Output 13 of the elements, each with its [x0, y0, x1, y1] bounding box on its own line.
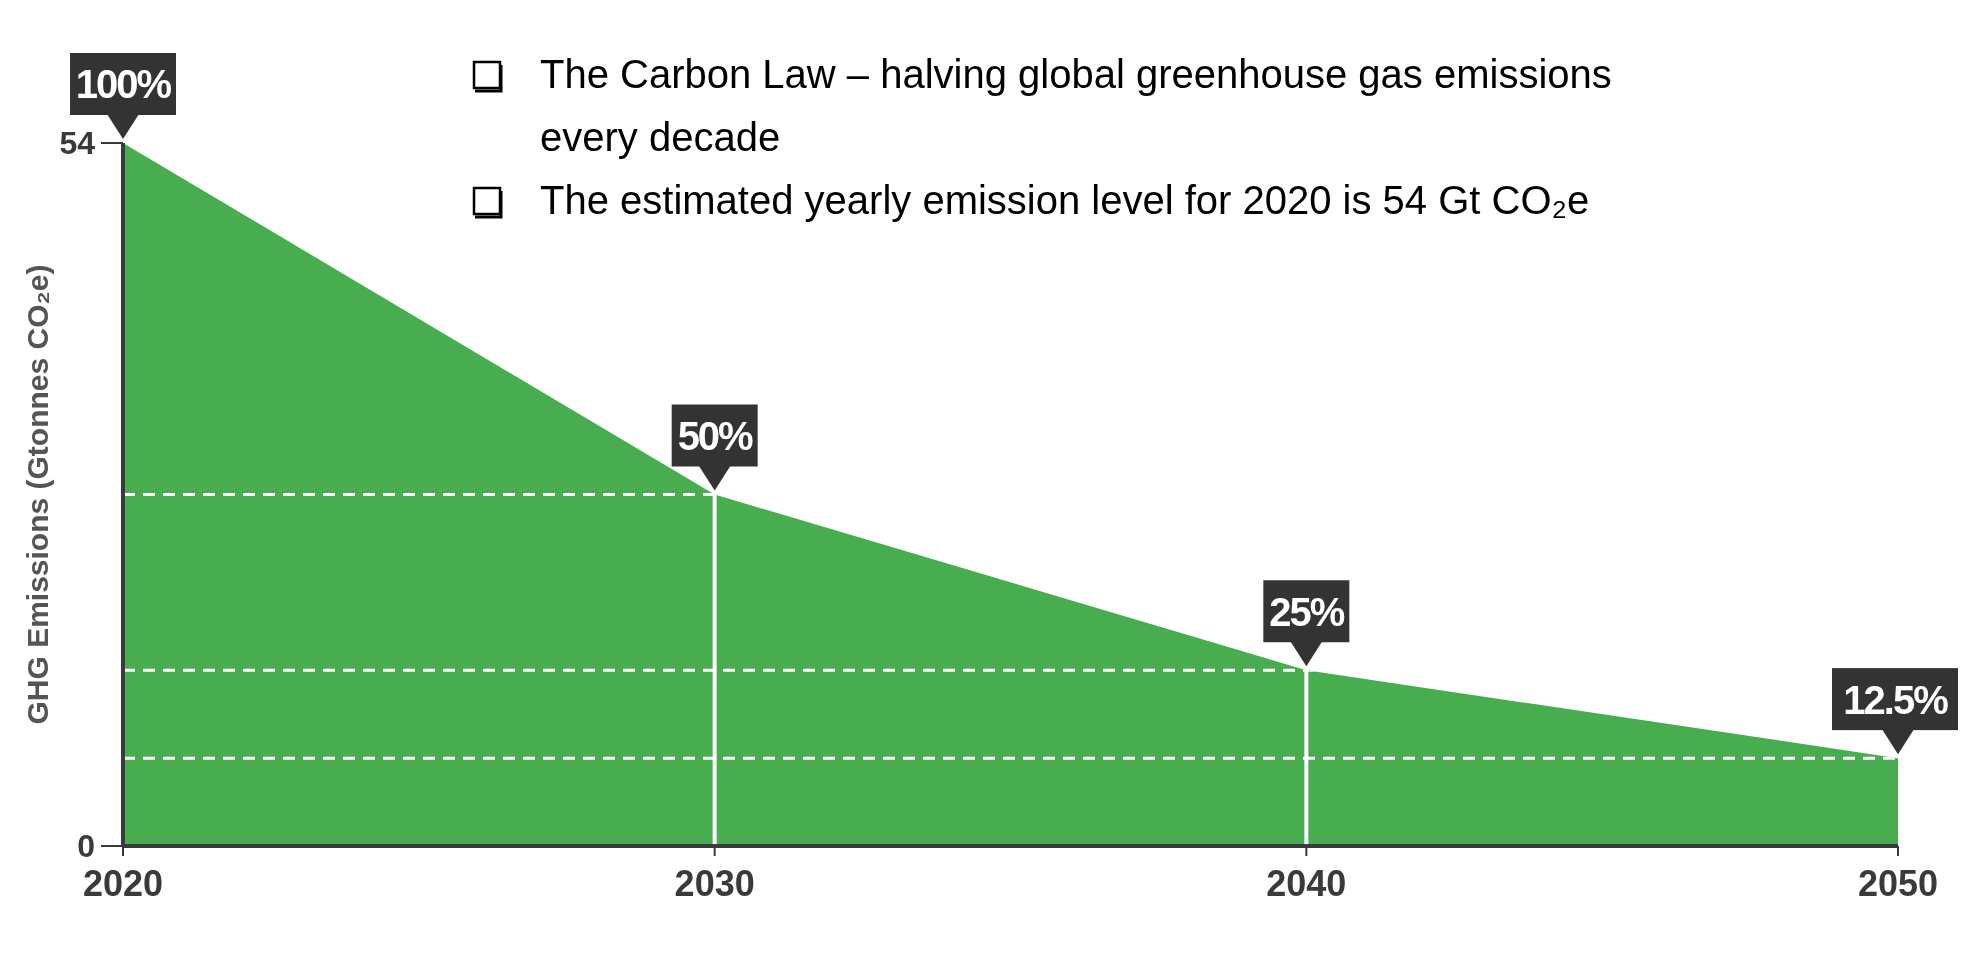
annotation: 100%	[75, 62, 172, 107]
y-axis-title: GHG Emissions (Gtonnes CO₂e)	[21, 264, 54, 725]
y-tick-label: 0	[77, 828, 95, 865]
annotation: The Carbon Law – halving global greenhouse gas emissions every decade	[540, 52, 1612, 159]
annotation: 12.5%	[1843, 677, 1949, 722]
x-tick-label: 2020	[82, 863, 164, 904]
y-tick-label: 54	[59, 125, 96, 162]
annotation: The estimated yearly emission level for 2020 is 54 Gt CO₂e	[540, 178, 1590, 222]
annotation: 50%	[677, 413, 754, 458]
x-tick-label: 2050	[1857, 863, 1939, 904]
x-tick-label: 2040	[1266, 863, 1347, 904]
annotation: 25%	[1269, 589, 1345, 634]
x-tick-label: 2030	[674, 863, 755, 904]
